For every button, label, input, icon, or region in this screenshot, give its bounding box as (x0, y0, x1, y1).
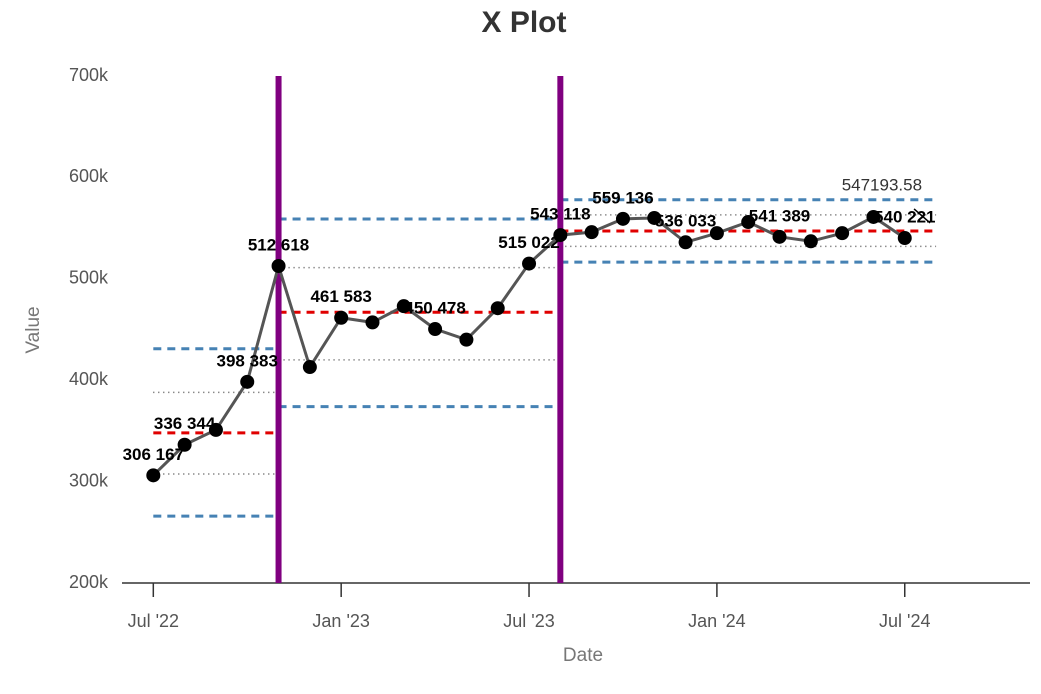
data-point (866, 209, 881, 224)
y-tick-label: 600k (69, 166, 109, 186)
data-point (897, 231, 912, 246)
data-label: 543 118 (530, 205, 591, 224)
data-label: 398 383 (217, 351, 278, 370)
data-point (584, 225, 599, 240)
data-point (459, 332, 474, 347)
x-tick-label: Jul '23 (503, 611, 554, 631)
x-tick-label: Jul '22 (128, 611, 179, 631)
data-point (208, 422, 223, 437)
data-point (522, 256, 537, 271)
y-tick-label: 700k (69, 65, 109, 85)
data-point (741, 215, 756, 230)
data-point (334, 310, 349, 325)
x-tick-label: Jul '24 (879, 611, 930, 631)
y-tick-label: 300k (69, 470, 109, 490)
data-label: 336 344 (154, 414, 216, 433)
data-label: 461 583 (310, 287, 371, 306)
y-tick-label: 500k (69, 268, 109, 288)
x-axis-label: Date (563, 645, 603, 666)
data-point (615, 211, 630, 226)
data-point (365, 315, 380, 330)
data-point (271, 259, 286, 274)
chart-title: X Plot (481, 6, 566, 39)
data-point (490, 301, 505, 316)
data-point (647, 210, 662, 225)
data-point (428, 322, 443, 337)
data-label: 536 033 (655, 212, 716, 231)
data-label: 512 618 (248, 235, 309, 254)
data-point (146, 468, 161, 483)
data-point (678, 235, 693, 250)
data-point (396, 299, 411, 314)
annotation-arrow (913, 208, 931, 224)
data-point (709, 226, 724, 241)
data-point (302, 360, 317, 375)
x-tick-label: Jan '24 (688, 611, 745, 631)
data-label: 559 136 (592, 188, 653, 207)
data-label: 540 221 (874, 208, 935, 227)
annotation: 547193.58 (842, 175, 922, 194)
data-point (553, 228, 568, 243)
y-tick-label: 200k (69, 572, 109, 592)
y-axis-label: Value (23, 306, 44, 353)
data-point (835, 226, 850, 241)
data-point (240, 374, 255, 389)
data-label: 306 167 (123, 445, 184, 464)
data-label: 541 389 (749, 206, 810, 225)
data-label: 515 022 (498, 233, 559, 252)
data-point (772, 229, 787, 244)
series-line (152, 215, 906, 477)
y-tick-label: 400k (69, 369, 109, 389)
data-label: 450 478 (404, 298, 465, 317)
data-point (177, 437, 192, 452)
x-tick-label: Jan '23 (312, 611, 369, 631)
data-point (803, 234, 818, 249)
